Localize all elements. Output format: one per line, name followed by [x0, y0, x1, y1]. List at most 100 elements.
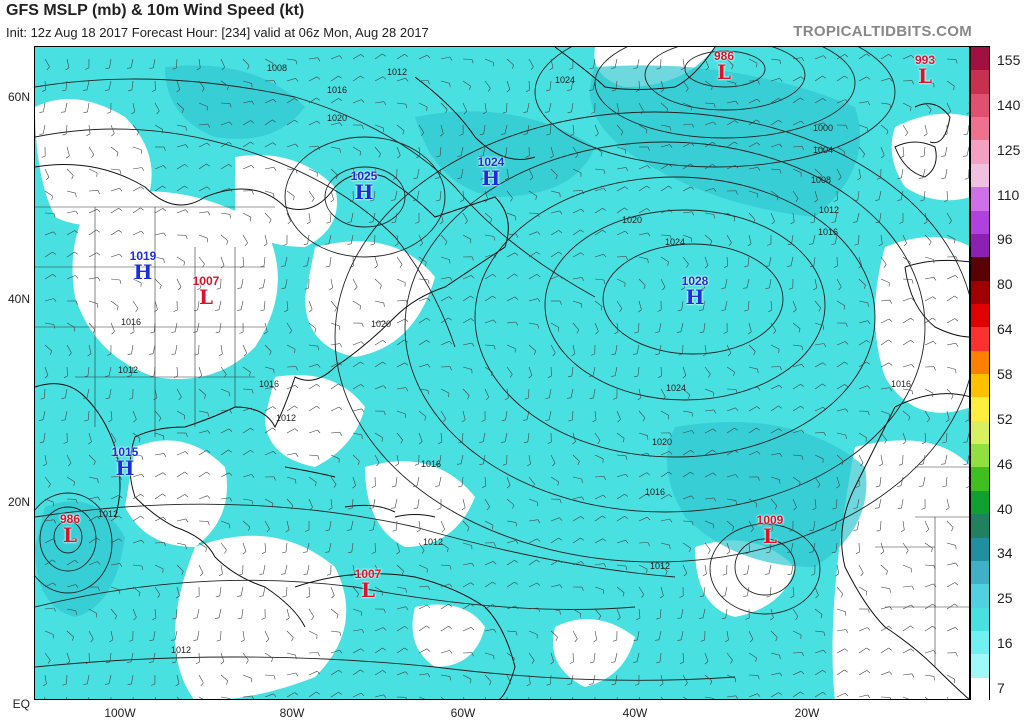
wind-barb-flag: [884, 439, 887, 444]
wind-barb-flag: [68, 352, 72, 357]
wind-barb: [682, 366, 687, 376]
wind-barb-flag: [459, 199, 464, 202]
wind-barb: [352, 99, 362, 104]
wind-barb: [110, 207, 119, 214]
wind-barb: [418, 364, 428, 368]
wind-barb-flag: [448, 603, 452, 607]
wind-barb-flag: [105, 67, 110, 69]
wind-barb-flag: [831, 551, 836, 554]
wind-barb-flag: [552, 352, 556, 357]
wind-barb-flag: [844, 54, 849, 58]
wind-barb-flag: [471, 256, 474, 261]
wind-barb: [902, 673, 912, 676]
colorbar-label: 58: [997, 366, 1013, 382]
isobar-label: 1016: [121, 317, 142, 327]
wind-barb-flag: [339, 632, 342, 637]
wind-barb: [924, 603, 933, 610]
wind-barb-flag: [691, 123, 695, 128]
wind-barb-flag: [710, 240, 713, 245]
wind-barb: [330, 476, 337, 485]
wind-barb: [352, 564, 356, 574]
wind-barb-flag: [414, 463, 419, 466]
wind-barb: [396, 647, 405, 654]
wind-barb: [726, 427, 735, 434]
wind-barb: [572, 322, 580, 331]
wind-barb-flag: [954, 582, 959, 586]
wind-barb-flag: [436, 199, 441, 202]
wind-barb: [880, 606, 890, 610]
wind-barb: [242, 674, 252, 679]
wind-barb: [814, 691, 823, 698]
wind-barb: [704, 652, 709, 662]
wind-barb: [440, 696, 444, 699]
wind-barb-flag: [778, 97, 782, 101]
wind-barb-flag: [405, 671, 409, 675]
wind-barb-flag: [74, 560, 79, 563]
wind-barb: [462, 696, 465, 699]
wind-barb-flag: [185, 432, 188, 437]
wind-barb-flag: [532, 483, 535, 488]
wind-barb-flag: [361, 629, 365, 634]
wind-barb-flag: [757, 675, 760, 680]
wind-barb: [902, 388, 912, 391]
wind-barb: [528, 274, 537, 280]
wind-barb: [572, 608, 581, 614]
wind-barb-flag: [669, 451, 673, 455]
wind-barb-flag: [113, 440, 117, 444]
wind-barb-flag: [303, 243, 308, 245]
wind-barb-flag: [867, 627, 871, 631]
wind-barb-flag: [889, 697, 891, 699]
wind-barb-flag: [954, 603, 958, 607]
wind-barb: [286, 190, 295, 197]
wind-barb-flag: [775, 637, 778, 642]
wind-barb-flag: [295, 169, 298, 174]
wind-barb: [264, 406, 273, 412]
wind-barb-flag: [888, 318, 893, 322]
wind-barb-flag: [273, 167, 277, 171]
wind-barb-flag: [852, 221, 858, 223]
wind-barb-flag: [183, 261, 185, 266]
wind-barb-flag: [559, 193, 561, 198]
wind-barb-flag: [118, 229, 122, 233]
wind-barb: [44, 652, 51, 661]
wind-barb-flag: [52, 582, 57, 586]
wind-barb-flag: [273, 80, 276, 85]
wind-barb-flag: [920, 199, 925, 202]
wind-barb: [792, 300, 797, 310]
wind-barb-flag: [501, 155, 506, 158]
wind-barb-flag: [92, 329, 96, 334]
wind-barb-flag: [248, 526, 251, 531]
wind-barb-flag: [845, 125, 848, 130]
wind-barb-flag: [151, 89, 156, 92]
wind-barb: [880, 78, 890, 82]
wind-barb-flag: [566, 397, 572, 399]
wind-barb: [132, 230, 142, 236]
wind-barb-flag: [955, 343, 959, 347]
wind-barb: [637, 322, 640, 333]
wind-barb: [175, 608, 178, 619]
wind-barb: [374, 256, 378, 266]
wind-barb: [263, 564, 266, 574]
wind-barb: [110, 146, 119, 153]
wind-barb-flag: [823, 343, 827, 348]
wind-barb-flag: [610, 67, 616, 69]
wind-barb-flag: [402, 130, 405, 135]
wind-barb: [770, 630, 778, 638]
wind-barb: [858, 76, 868, 82]
wind-barb: [132, 493, 141, 500]
wind-barb-flag: [793, 309, 797, 313]
wind-barb: [814, 212, 816, 223]
wind-barb-flag: [325, 529, 330, 531]
wind-barb-flag: [710, 680, 713, 685]
wind-barb-flag: [546, 89, 550, 92]
wind-barb: [593, 652, 596, 662]
wind-barb: [660, 564, 668, 572]
wind-barb: [87, 674, 90, 684]
wind-barb-flag: [303, 265, 308, 267]
wind-barb: [858, 454, 864, 464]
wind-barb: [132, 539, 142, 544]
wind-barb: [704, 497, 714, 500]
wind-barb-flag: [141, 455, 144, 460]
wind-barb: [682, 564, 688, 574]
wind-barb-flag: [404, 647, 408, 651]
